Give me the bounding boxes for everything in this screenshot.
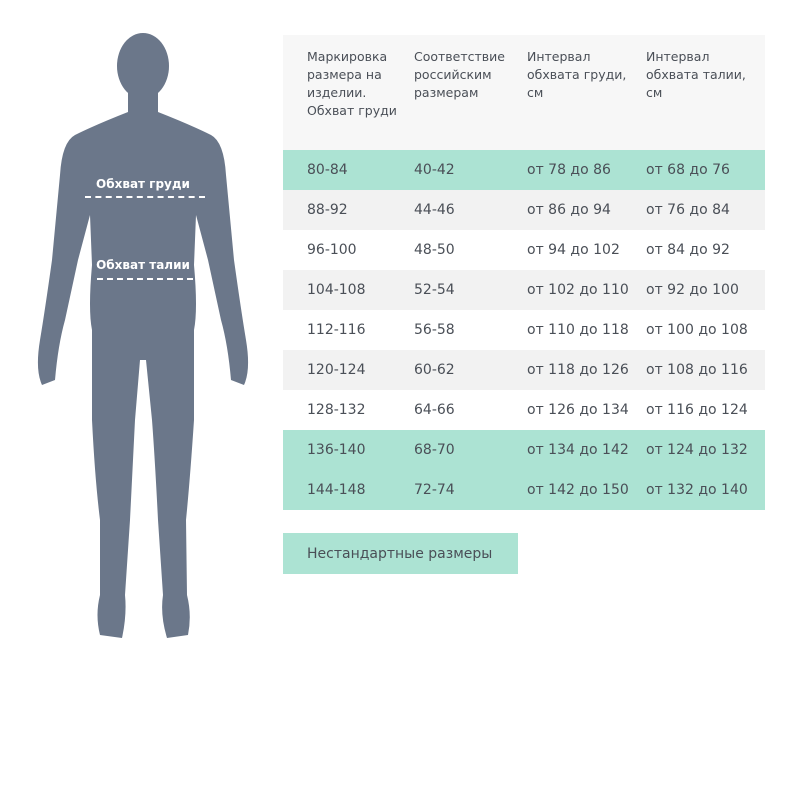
table-cell: от 86 до 94 bbox=[527, 202, 611, 218]
table-row: 104-108 52-54 от 102 до 110 от 92 до 100 bbox=[283, 270, 765, 310]
table-cell: 56-58 bbox=[414, 322, 455, 338]
table-cell: от 102 до 110 bbox=[527, 282, 629, 298]
table-cell: 72-74 bbox=[414, 482, 455, 498]
table-cell: 40-42 bbox=[414, 162, 455, 178]
table-cell: 60-62 bbox=[414, 362, 455, 378]
table-cell: от 78 до 86 bbox=[527, 162, 611, 178]
table-cell: 96-100 bbox=[307, 242, 357, 258]
table-cell: от 92 до 100 bbox=[646, 282, 739, 298]
table-row: 88-92 44-46 от 86 до 94 от 76 до 84 bbox=[283, 190, 765, 230]
table-cell: от 110 до 118 bbox=[527, 322, 629, 338]
table-row: 120-124 60-62 от 118 до 126 от 108 до 116 bbox=[283, 350, 765, 390]
table-cell: 48-50 bbox=[414, 242, 455, 258]
table-cell: от 118 до 126 bbox=[527, 362, 629, 378]
table-row: 96-100 48-50 от 94 до 102 от 84 до 92 bbox=[283, 230, 765, 270]
table-cell: 64-66 bbox=[414, 402, 455, 418]
table-row: 80-84 40-42 от 78 до 86 от 68 до 76 bbox=[283, 150, 765, 190]
header-russian-size: Соответствие российским размерам bbox=[414, 49, 505, 100]
table-cell: 44-46 bbox=[414, 202, 455, 218]
table-cell: 88-92 bbox=[307, 202, 348, 218]
table-cell: 52-54 bbox=[414, 282, 455, 298]
table-cell: 68-70 bbox=[414, 442, 455, 458]
table-cell: от 68 до 76 bbox=[646, 162, 730, 178]
chest-label: Обхват груди bbox=[96, 177, 190, 191]
table-cell: от 116 до 124 bbox=[646, 402, 748, 418]
table-row: 128-132 64-66 от 126 до 134 от 116 до 124 bbox=[283, 390, 765, 430]
table-cell: 136-140 bbox=[307, 442, 366, 458]
table-cell: 104-108 bbox=[307, 282, 366, 298]
chest-line bbox=[85, 196, 205, 198]
table-row: 136-140 68-70 от 134 до 142 от 124 до 132 bbox=[283, 430, 765, 470]
table-cell: 128-132 bbox=[307, 402, 366, 418]
table-cell: 80-84 bbox=[307, 162, 348, 178]
table-cell: от 132 до 140 bbox=[646, 482, 748, 498]
human-silhouette bbox=[37, 33, 249, 638]
table-cell: от 134 до 142 bbox=[527, 442, 629, 458]
size-table: Маркировка размера на изделии. Обхват гр… bbox=[283, 35, 765, 510]
table-cell: от 76 до 84 bbox=[646, 202, 730, 218]
nonstandard-sizes-button[interactable]: Нестандартные размеры bbox=[283, 533, 518, 574]
table-cell: от 94 до 102 bbox=[527, 242, 620, 258]
table-header: Маркировка размера на изделии. Обхват гр… bbox=[283, 35, 765, 150]
table-row: 144-148 72-74 от 142 до 150 от 132 до 140 bbox=[283, 470, 765, 510]
table-cell: от 142 до 150 bbox=[527, 482, 629, 498]
header-chest-range: Интервал обхвата груди, см bbox=[527, 49, 627, 100]
table-row: 112-116 56-58 от 110 до 118 от 100 до 108 bbox=[283, 310, 765, 350]
table-cell: от 124 до 132 bbox=[646, 442, 748, 458]
table-cell: 112-116 bbox=[307, 322, 366, 338]
table-cell: от 84 до 92 bbox=[646, 242, 730, 258]
table-cell: от 100 до 108 bbox=[646, 322, 748, 338]
header-waist-range: Интервал обхвата талии, см bbox=[646, 49, 746, 100]
waist-line bbox=[97, 278, 193, 280]
table-cell: 144-148 bbox=[307, 482, 366, 498]
table-cell: от 126 до 134 bbox=[527, 402, 629, 418]
waist-label: Обхват талии bbox=[96, 258, 190, 272]
table-cell: от 108 до 116 bbox=[646, 362, 748, 378]
table-cell: 120-124 bbox=[307, 362, 366, 378]
header-size-marking: Маркировка размера на изделии. Обхват гр… bbox=[307, 49, 397, 118]
